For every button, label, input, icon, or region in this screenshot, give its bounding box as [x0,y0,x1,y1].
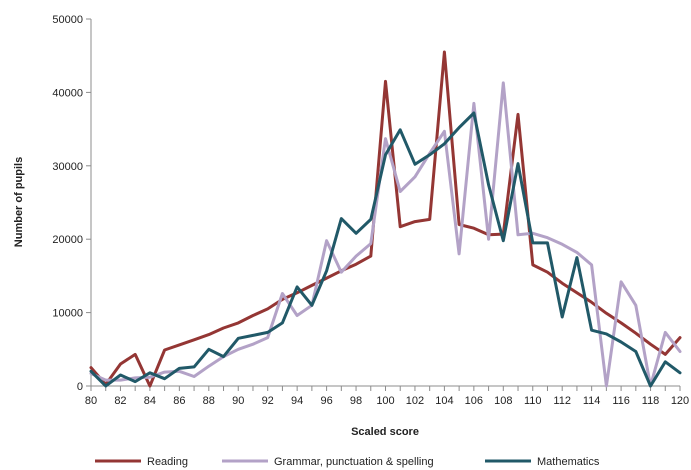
x-tick-label: 88 [203,395,215,407]
x-tick-label: 104 [435,395,453,407]
x-tick-label: 118 [642,395,660,407]
x-tick-label: 82 [114,395,126,407]
legend-label: Reading [147,456,188,468]
series-line-2 [89,111,682,388]
series-line-1 [89,81,682,388]
x-tick-label: 112 [553,395,571,407]
x-tick-label: 114 [583,395,601,407]
x-tick-label: 92 [262,395,274,407]
y-tick-label: 10000 [52,308,83,320]
legend-label: Grammar, punctuation & spelling [274,456,434,468]
x-tick-label: 80 [85,395,97,407]
x-tick-label: 96 [320,395,332,407]
legend-item-2: Mathematics [485,456,600,468]
series-line-0 [89,50,682,388]
x-tick-label: 100 [376,395,394,407]
legend-label: Mathematics [537,456,600,468]
y-tick-label: 0 [77,381,83,393]
y-tick-label: 20000 [52,234,83,246]
x-tick-label: 90 [232,395,244,407]
legend-item-0: Reading [95,456,188,468]
x-tick-label: 108 [494,395,512,407]
x-tick-label: 98 [350,395,362,407]
x-tick-label: 94 [291,395,303,407]
x-tick-label: 110 [524,395,542,407]
x-axis: 80 82 84 86 88 90 92 94 96 98 100 102 104 106 108 110 11… [85,385,689,407]
x-axis-title: Scaled score [351,426,419,438]
x-tick-label: 116 [612,395,630,407]
x-tick-label: 120 [671,395,689,407]
x-tick-label: 106 [465,395,483,407]
y-tick-label: 40000 [52,87,83,99]
x-tick-label: 84 [144,395,156,407]
legend-item-1: Grammar, punctuation & spelling [222,456,434,468]
series-lines [89,50,682,388]
x-axis-ticks: 80 82 84 86 88 90 92 94 96 98 100 102 104 106 108 110 11… [85,386,689,407]
y-tick-label: 30000 [52,161,83,173]
x-tick-label: 86 [173,395,185,407]
y-axis: 0 10000 20000 30000 40000 50000 [52,14,92,393]
y-tick-label: 50000 [52,14,83,26]
x-tick-label: 102 [406,395,424,407]
legend: Reading Grammar, punctuation & spelling Ma… [95,456,600,468]
y-axis-ticks: 0 10000 20000 30000 40000 50000 [52,14,91,393]
y-axis-title: Number of pupils [13,157,25,247]
